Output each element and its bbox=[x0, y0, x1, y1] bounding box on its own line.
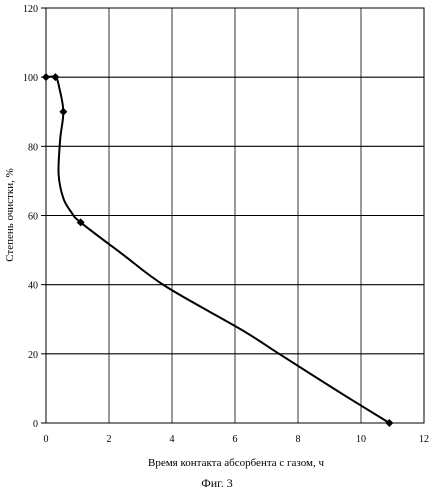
grid bbox=[41, 7, 425, 424]
y-tick-label: 120 bbox=[23, 4, 38, 15]
x-tick-label: 6 bbox=[233, 434, 238, 445]
y-tick-label: 20 bbox=[28, 350, 38, 361]
series-markers bbox=[42, 73, 394, 427]
x-tick-label: 0 bbox=[44, 434, 49, 445]
y-tick-label: 0 bbox=[33, 419, 38, 430]
x-tick-label: 2 bbox=[107, 434, 112, 445]
x-tick-label: 10 bbox=[356, 434, 366, 445]
y-tick-label: 40 bbox=[28, 281, 38, 292]
y-tick-label: 80 bbox=[28, 142, 38, 153]
data-point-marker bbox=[51, 73, 60, 82]
y-tick-label: 60 bbox=[28, 212, 38, 223]
data-point-marker bbox=[76, 218, 85, 227]
y-tick-label: 100 bbox=[23, 73, 38, 84]
data-point-marker bbox=[42, 73, 50, 82]
data-point-marker bbox=[385, 419, 394, 427]
x-axis-title: Время контакта абсорбента с газом, ч bbox=[148, 457, 324, 469]
y-axis-title: Степень очистки, % bbox=[4, 168, 16, 262]
figure-caption: Фиг. 3 bbox=[201, 476, 233, 490]
x-tick-label: 8 bbox=[296, 434, 301, 445]
x-tick-label: 4 bbox=[170, 434, 175, 445]
x-tick-label: 12 bbox=[419, 434, 429, 445]
series-line bbox=[45, 75, 390, 424]
data-point-marker bbox=[59, 107, 68, 116]
